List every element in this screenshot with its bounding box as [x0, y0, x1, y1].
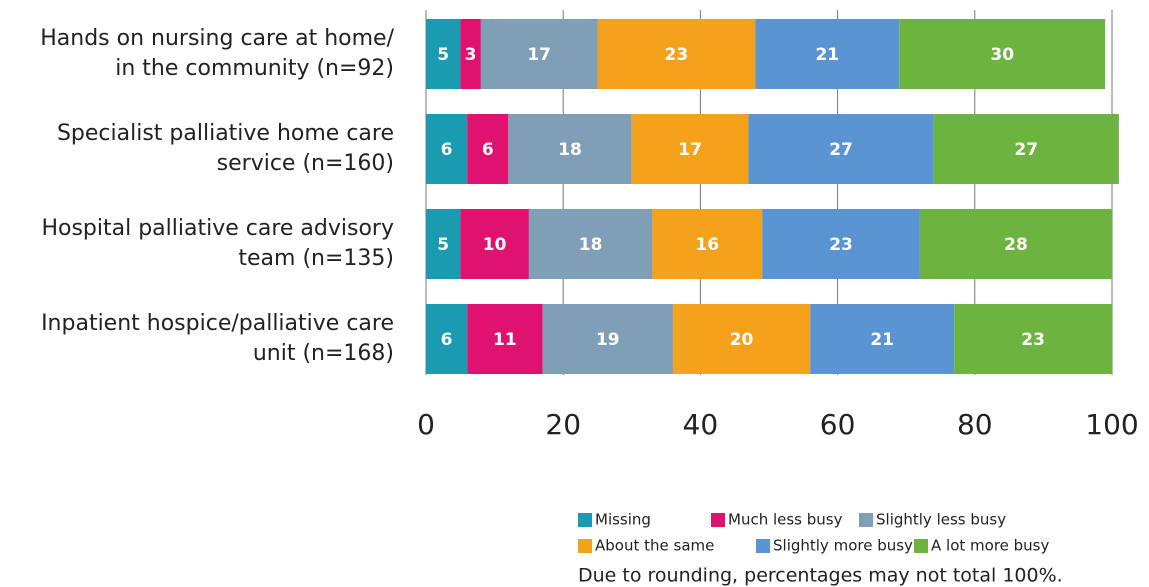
legend-swatch [756, 539, 770, 553]
bar-segment [597, 19, 756, 89]
legend-label: A lot more busy [931, 537, 1049, 555]
bar-segment [919, 209, 1112, 279]
bar-segment [954, 304, 1112, 374]
legend-label: Missing [595, 511, 651, 529]
bar-segment [426, 114, 468, 184]
x-tick-label: 0 [417, 408, 435, 441]
value-label: 19 [596, 330, 620, 350]
bar-segment [672, 304, 811, 374]
bar-segment [631, 114, 749, 184]
category-label: in the community (n=92) [115, 56, 394, 81]
value-label: 18 [558, 140, 582, 160]
legend-swatch [578, 539, 592, 553]
category-label: unit (n=168) [253, 341, 394, 366]
bar-segment [899, 19, 1106, 89]
value-label: 21 [870, 330, 894, 350]
legend-swatch [578, 513, 592, 527]
value-label: 17 [527, 45, 551, 65]
value-label: 10 [483, 235, 507, 255]
bar-segment [508, 114, 632, 184]
value-label: 23 [829, 235, 853, 255]
value-label: 27 [829, 140, 853, 160]
value-label: 16 [695, 235, 719, 255]
value-label: 17 [678, 140, 702, 160]
bar-segment [652, 209, 763, 279]
legend-label: Much less busy [728, 511, 843, 529]
bar-segment [528, 209, 653, 279]
bar-segment [426, 209, 461, 279]
legend-label: Slightly less busy [876, 511, 1006, 529]
bar-segment [460, 209, 529, 279]
value-label: 30 [990, 45, 1014, 65]
note: Due to rounding, percentages may not tot… [578, 565, 1063, 587]
bar-segment [467, 304, 543, 374]
bar-segment [460, 19, 481, 89]
value-label: 27 [1014, 140, 1038, 160]
legend-label: Slightly more busy [773, 537, 913, 555]
bar-segment [755, 19, 900, 89]
bar-segment [542, 304, 673, 374]
category-label: service (n=160) [217, 151, 394, 176]
bar-segment [933, 114, 1119, 184]
legend-swatch [711, 513, 725, 527]
x-tick-label: 60 [820, 408, 856, 441]
category-label: Hands on nursing care at home/ [40, 26, 394, 51]
value-label: 11 [493, 330, 517, 350]
bar-segment [426, 304, 468, 374]
category-label: Inpatient hospice/palliative care [41, 311, 394, 336]
x-tick-label: 100 [1085, 408, 1138, 441]
category-label: Specialist palliative home care [57, 121, 394, 146]
x-tick-label: 40 [683, 408, 719, 441]
value-label: 5 [437, 45, 449, 65]
bar-segment [810, 304, 955, 374]
value-label: 21 [815, 45, 839, 65]
value-label: 18 [579, 235, 603, 255]
value-label: 3 [465, 45, 477, 65]
bar-segment [480, 19, 598, 89]
legend-label: About the same [595, 537, 714, 555]
bar-segment [762, 209, 920, 279]
category-label: Hospital palliative care advisory [41, 216, 394, 241]
category-label: team (n=135) [238, 246, 394, 271]
bar-segment [467, 114, 509, 184]
legend-swatch [914, 539, 928, 553]
value-label: 20 [730, 330, 754, 350]
value-label: 6 [441, 140, 453, 160]
value-label: 28 [1004, 235, 1028, 255]
value-label: 23 [665, 45, 689, 65]
bar-segment [426, 19, 461, 89]
legend-swatch [859, 513, 873, 527]
value-label: 23 [1021, 330, 1045, 350]
x-tick-label: 20 [545, 408, 581, 441]
value-label: 6 [441, 330, 453, 350]
value-label: 5 [437, 235, 449, 255]
value-label: 6 [482, 140, 494, 160]
bar-segment [748, 114, 934, 184]
x-tick-label: 80 [957, 408, 993, 441]
